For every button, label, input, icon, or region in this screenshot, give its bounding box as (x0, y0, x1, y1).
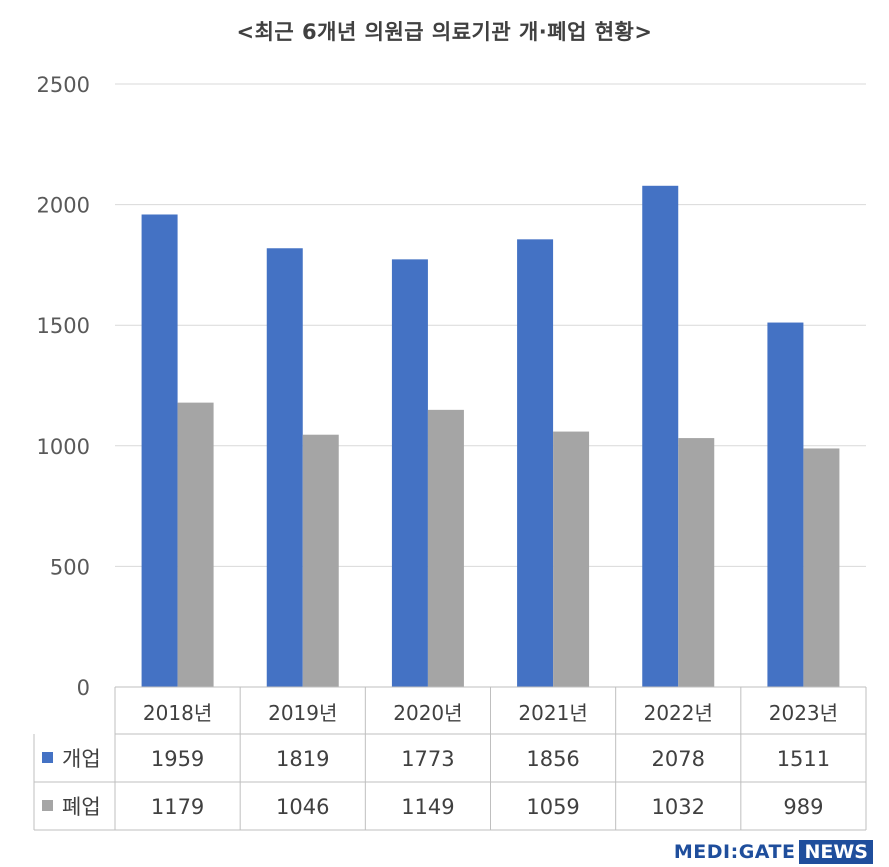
data-label: 1046 (276, 795, 329, 819)
y-tick-label: 2500 (37, 73, 90, 97)
bar-close-4 (678, 438, 715, 687)
x-tick-label: 2020년 (393, 701, 462, 725)
bar-open-2 (391, 259, 428, 687)
bar-close-5 (803, 448, 840, 687)
data-label: 1149 (401, 795, 454, 819)
bar-open-0 (141, 214, 178, 687)
data-label: 1856 (526, 747, 579, 771)
data-label: 1032 (652, 795, 705, 819)
x-tick-label: 2018년 (143, 701, 212, 725)
brand-logo-left: MEDI:GATE (673, 841, 796, 863)
bar-open-1 (266, 248, 303, 687)
data-label: 1059 (526, 795, 579, 819)
y-tick-label: 1500 (37, 314, 90, 338)
x-tick-label: 2023년 (769, 701, 838, 725)
legend-swatch (42, 800, 53, 811)
x-tick-label: 2021년 (518, 701, 587, 725)
data-label: 989 (783, 795, 823, 819)
chart-title: <최근 6개년 의원급 의료기관 개·폐업 현황> (236, 20, 653, 44)
legend-label: 개업 (62, 747, 101, 771)
data-label: 1179 (151, 795, 204, 819)
data-label: 1959 (151, 747, 204, 771)
y-tick-label: 500 (50, 555, 90, 579)
bar-open-5 (767, 322, 804, 687)
bar-close-1 (302, 434, 339, 687)
x-tick-label: 2019년 (268, 701, 337, 725)
legend-swatch (42, 752, 53, 763)
data-label: 1773 (401, 747, 454, 771)
legend-label: 폐업 (62, 795, 101, 819)
bar-close-0 (177, 402, 214, 687)
data-label: 1819 (276, 747, 329, 771)
y-tick-label: 1000 (37, 435, 90, 459)
bar-open-3 (517, 239, 554, 687)
data-label: 2078 (652, 747, 705, 771)
bar-close-3 (553, 431, 590, 687)
bar-close-2 (427, 409, 464, 687)
brand-logo-right: NEWS (799, 840, 873, 864)
y-tick-label: 2000 (37, 194, 90, 218)
brand-logo: MEDI:GATE NEWS (674, 840, 873, 864)
y-tick-label: 0 (77, 676, 90, 700)
data-label: 1511 (777, 747, 830, 771)
bar-open-4 (642, 185, 679, 687)
x-tick-label: 2022년 (644, 701, 713, 725)
